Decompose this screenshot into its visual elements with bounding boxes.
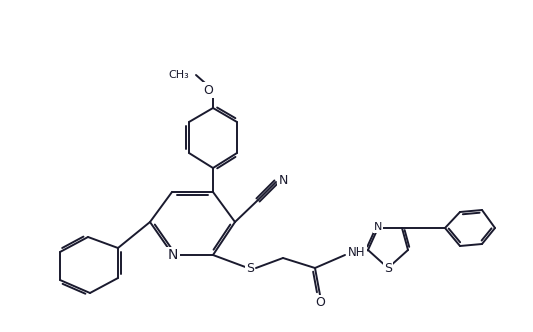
Text: CH₃: CH₃ (168, 70, 189, 80)
Text: S: S (246, 262, 254, 275)
Text: O: O (315, 296, 325, 309)
Text: N: N (374, 222, 382, 232)
Text: O: O (203, 84, 213, 97)
Text: S: S (384, 263, 392, 276)
Text: N: N (168, 248, 178, 262)
Text: NH: NH (348, 245, 366, 259)
Text: N: N (278, 174, 288, 187)
